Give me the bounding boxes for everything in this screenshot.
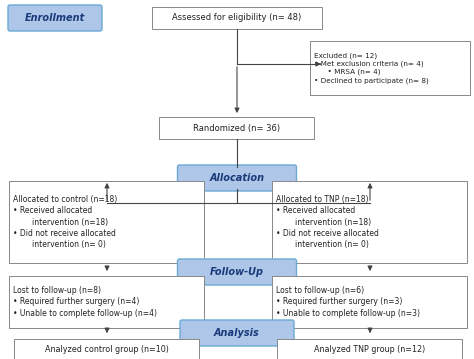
Text: Allocated to control (n=18)
• Received allocated
        intervention (n=18)
• D: Allocated to control (n=18) • Received a… [13,195,118,250]
FancyBboxPatch shape [152,7,322,29]
Text: Enrollment: Enrollment [25,13,85,23]
FancyBboxPatch shape [177,165,297,191]
FancyBboxPatch shape [273,181,467,263]
FancyBboxPatch shape [15,339,200,359]
FancyBboxPatch shape [9,181,204,263]
Text: Follow-Up: Follow-Up [210,267,264,277]
Text: Analyzed TNP group (n=12): Analyzed TNP group (n=12) [314,345,426,354]
Text: Excluded (n= 12)
• Met exclusion criteria (n= 4)
      • MRSA (n= 4)
• Declined : Excluded (n= 12) • Met exclusion criteri… [314,52,429,84]
Text: Allocated to TNP (n=18)
• Received allocated
        intervention (n=18)
• Did n: Allocated to TNP (n=18) • Received alloc… [276,195,379,250]
FancyBboxPatch shape [9,276,204,328]
FancyBboxPatch shape [277,339,463,359]
FancyBboxPatch shape [159,117,315,139]
Text: Lost to follow-up (n=8)
• Required further surgery (n=4)
• Unable to complete fo: Lost to follow-up (n=8) • Required furth… [13,286,157,318]
Text: Assessed for eligibility (n= 48): Assessed for eligibility (n= 48) [173,14,301,23]
FancyBboxPatch shape [177,259,297,285]
Text: Lost to follow-up (n=6)
• Required further surgery (n=3)
• Unable to complete fo: Lost to follow-up (n=6) • Required furth… [276,286,420,318]
Text: Analysis: Analysis [214,328,260,338]
Text: Analyzed control group (n=10): Analyzed control group (n=10) [45,345,169,354]
FancyBboxPatch shape [273,276,467,328]
Text: Randomized (n= 36): Randomized (n= 36) [193,123,281,132]
Text: Allocation: Allocation [210,173,264,183]
FancyBboxPatch shape [8,5,102,31]
FancyBboxPatch shape [180,320,294,346]
FancyBboxPatch shape [310,41,470,95]
